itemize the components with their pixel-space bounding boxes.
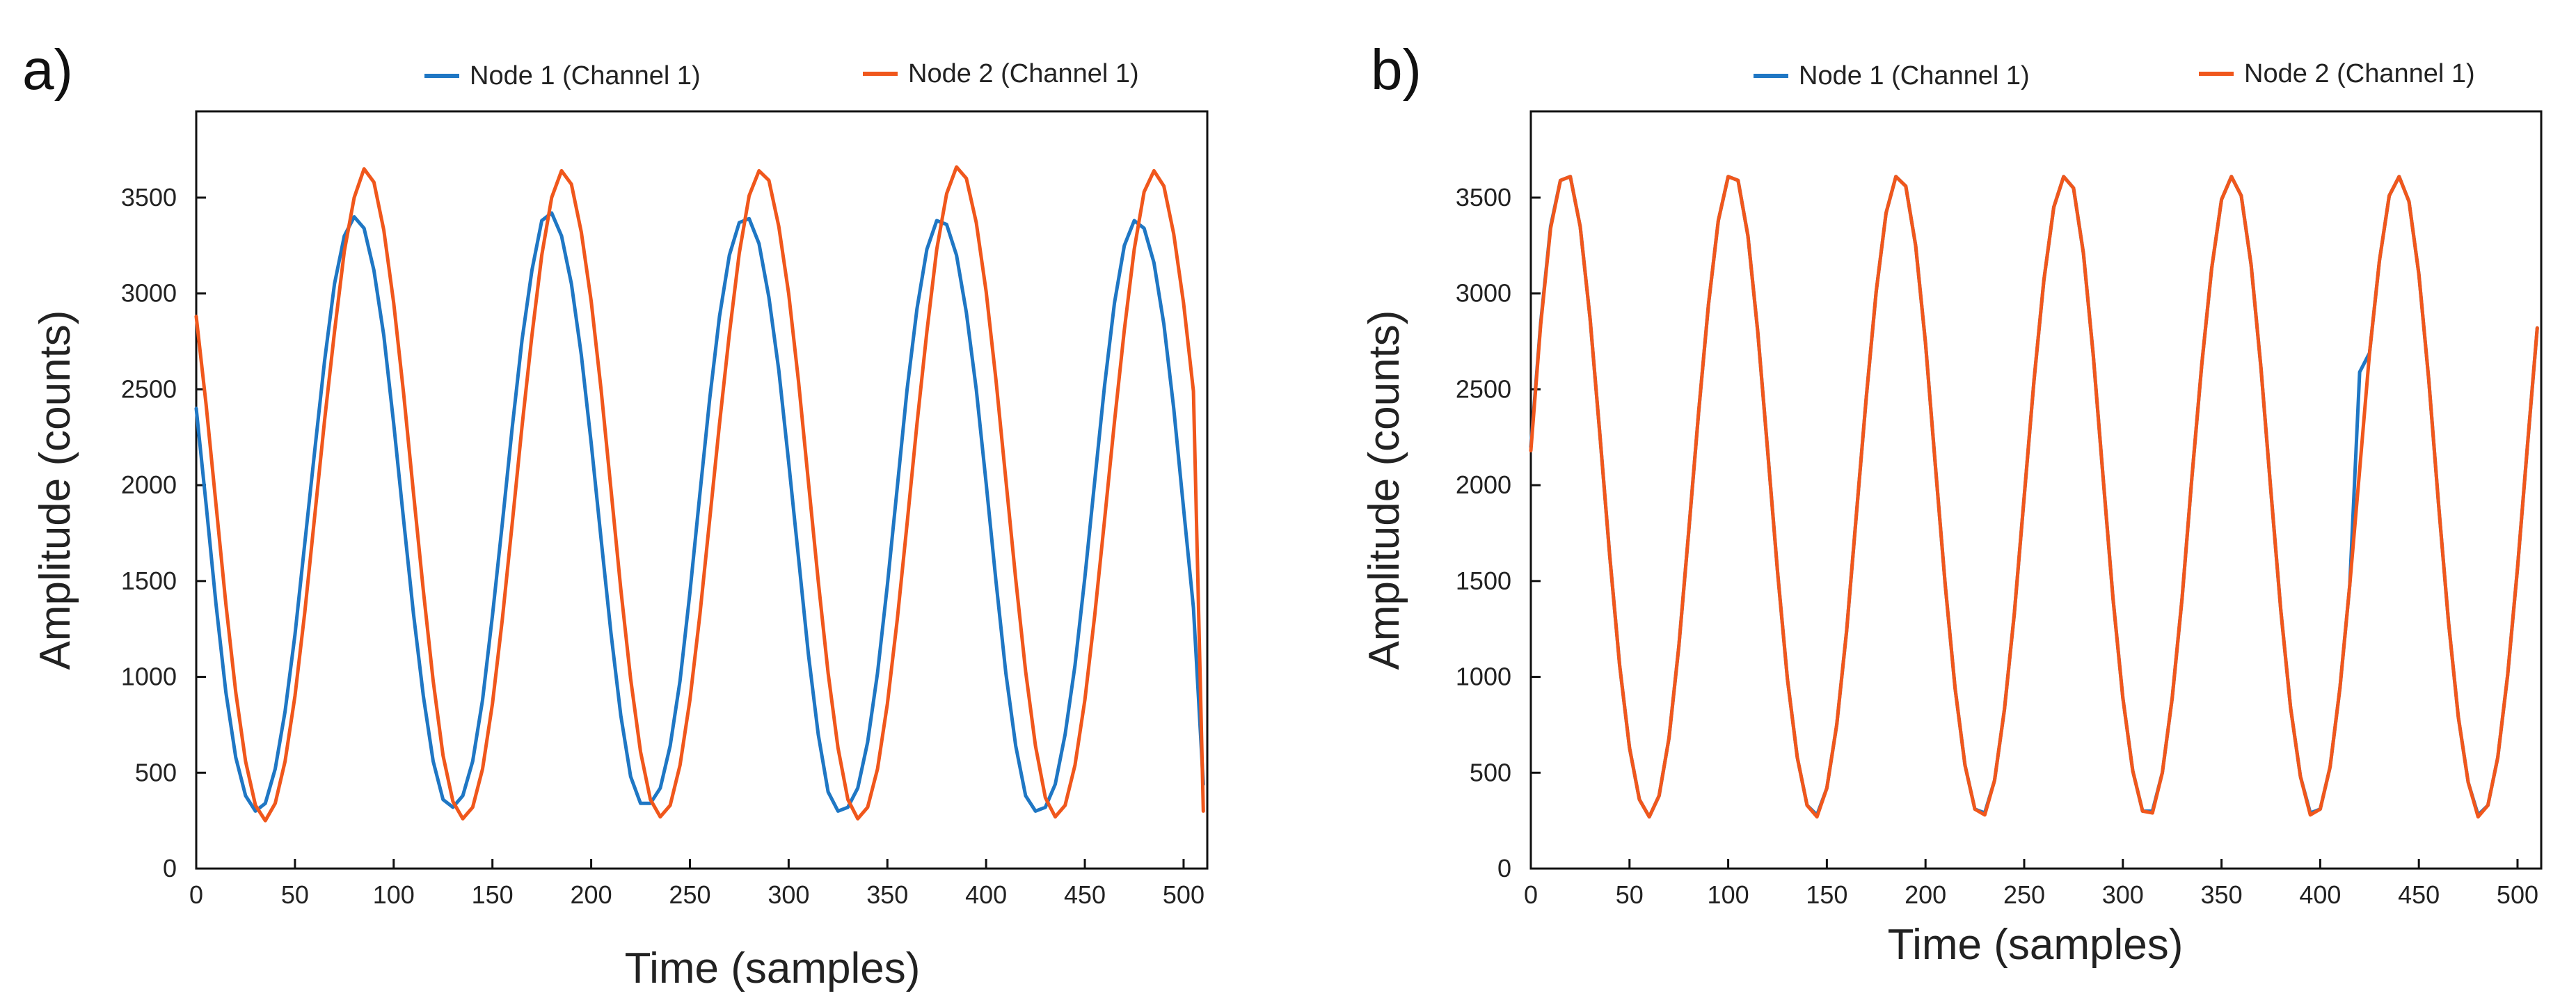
y-tick-label-2000: 2000 (1456, 470, 1511, 499)
x-tick-label-450: 450 (1064, 880, 1106, 909)
x-axis-ticks: 0 50 100 150 200 250 300 350 400 450 500 (189, 859, 1204, 909)
legend-label-node2: Node 2 (Channel 1) (2244, 59, 2475, 88)
panel-a-chart: a) Node 1 (Channel 1) Node 2 (Channel 1)… (22, 38, 1209, 992)
series-line-node1 (194, 211, 1205, 813)
x-tick-label-300: 300 (768, 880, 809, 909)
y-axis-ticks: 0 500 1000 1500 2000 2500 3000 3500 (121, 183, 206, 883)
x-tick-label-250: 250 (2003, 880, 2045, 909)
y-axis-label: Amplitude (counts) (31, 310, 79, 670)
series-line-node2 (194, 165, 1205, 823)
x-tick-label-500: 500 (1163, 880, 1204, 909)
y-axis-label: Amplitude (counts) (1360, 310, 1408, 670)
y-tick-label-3500: 3500 (121, 183, 177, 212)
panel-b-chart: b) Node 1 (Channel 1) Node 2 (Channel 1)… (1360, 38, 2543, 969)
x-tick-label-50: 50 (281, 880, 309, 909)
y-tick-label-0: 0 (1497, 854, 1511, 883)
x-tick-label-300: 300 (2102, 880, 2144, 909)
y-tick-label-2500: 2500 (121, 374, 177, 403)
series-group (1529, 175, 2539, 819)
y-tick-label-500: 500 (1470, 758, 1511, 786)
legend-label-node1: Node 1 (Channel 1) (470, 61, 701, 90)
legend-label-node2: Node 2 (Channel 1) (908, 59, 1139, 88)
x-tick-label-150: 150 (472, 880, 514, 909)
y-tick-label-2000: 2000 (121, 470, 177, 499)
x-tick-label-400: 400 (2299, 880, 2341, 909)
y-tick-label-1000: 1000 (121, 663, 177, 691)
y-tick-label-0: 0 (163, 854, 177, 883)
y-tick-label-3000: 3000 (1456, 279, 1511, 308)
x-axis-ticks: 0 50 100 150 200 250 300 350 400 450 500 (1524, 859, 2538, 909)
x-tick-label-0: 0 (189, 880, 203, 909)
x-tick-label-50: 50 (1616, 880, 1644, 909)
x-tick-label-250: 250 (669, 880, 710, 909)
x-tick-label-450: 450 (2398, 880, 2440, 909)
x-tick-label-0: 0 (1524, 880, 1538, 909)
x-tick-label-200: 200 (1905, 880, 1946, 909)
x-tick-label-350: 350 (2201, 880, 2243, 909)
x-tick-label-100: 100 (373, 880, 415, 909)
x-tick-label-400: 400 (965, 880, 1007, 909)
y-tick-label-1000: 1000 (1456, 663, 1511, 691)
series-line-node2 (1529, 175, 2539, 819)
x-axis-label: Time (samples) (625, 944, 921, 992)
panel-a-legend: Node 1 (Channel 1) Node 2 (Channel 1) (424, 59, 1139, 90)
legend-label-node1: Node 1 (Channel 1) (1799, 61, 2030, 90)
x-tick-label-500: 500 (2497, 880, 2538, 909)
y-tick-label-2500: 2500 (1456, 374, 1511, 403)
y-tick-label-3500: 3500 (1456, 183, 1511, 212)
y-tick-label-1500: 1500 (1456, 567, 1511, 595)
y-tick-label-3000: 3000 (121, 279, 177, 308)
x-tick-label-100: 100 (1708, 880, 1749, 909)
series-group (194, 165, 1205, 823)
x-axis-label: Time (samples) (1888, 921, 2184, 969)
y-tick-label-1500: 1500 (121, 567, 177, 595)
panel-b-legend: Node 1 (Channel 1) Node 2 (Channel 1) (1754, 59, 2475, 90)
x-tick-label-150: 150 (1806, 880, 1847, 909)
panel-letter-a: a) (22, 38, 73, 102)
y-axis-ticks: 0 500 1000 1500 2000 2500 3000 3500 (1456, 183, 1541, 883)
panel-letter-b: b) (1371, 38, 1422, 102)
y-tick-label-500: 500 (135, 758, 177, 786)
x-tick-label-350: 350 (866, 880, 908, 909)
plot-area (1529, 110, 2543, 870)
x-tick-label-200: 200 (571, 880, 612, 909)
